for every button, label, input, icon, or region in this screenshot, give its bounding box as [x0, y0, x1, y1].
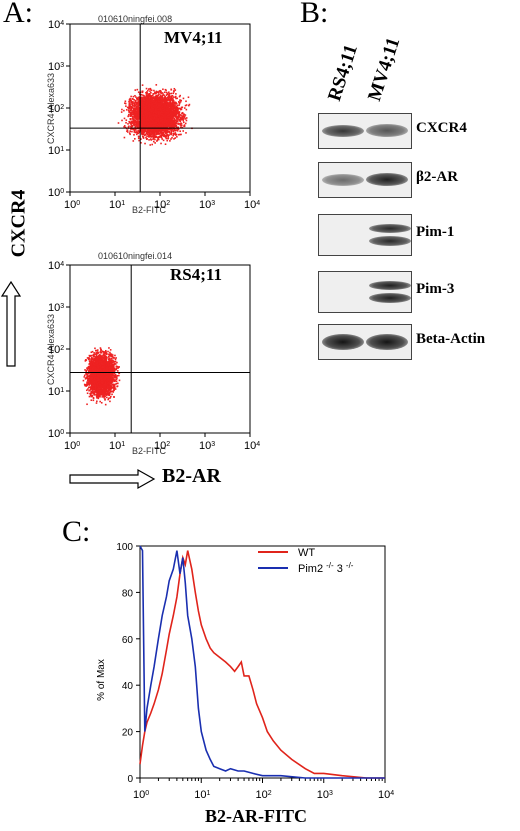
blot-label: β2-AR: [416, 169, 459, 185]
x-tick-label: 103: [317, 789, 333, 801]
band-mv4-11-lower: [369, 236, 411, 246]
x-tick-label: 101: [109, 199, 125, 211]
x-axis-label: B2-AR-FITC: [205, 806, 307, 826]
y-tick-label: 102: [48, 344, 64, 356]
panel-c-letter: C:: [62, 515, 91, 548]
scatter-y-label: CXCR4-Alexa633: [46, 73, 56, 144]
x-tick-label: 102: [154, 199, 170, 211]
x-tick-label: 101: [194, 789, 210, 801]
scatter-x-label: B2-FITC: [132, 446, 167, 455]
y-tick-label: 102: [48, 103, 64, 115]
blot-label: CXCR4: [416, 120, 467, 136]
panel-a-letter: A:: [3, 0, 33, 29]
y-tick-label: 101: [48, 145, 64, 157]
y-tick-label: 40: [122, 681, 134, 692]
blot-beta-actin: [318, 324, 412, 360]
sample-label-rs4-11: RS4;11: [170, 265, 222, 284]
x-tick-label: 103: [199, 199, 215, 211]
lane-label-rs4-11: RS4;11: [324, 41, 362, 104]
blot-label: Pim-3: [416, 281, 455, 297]
x-tick-label: 103: [199, 440, 215, 452]
y-tick-label: 104: [48, 260, 64, 272]
y-tick-label: 0: [127, 774, 133, 785]
band-mv4-11: [366, 124, 408, 137]
scatter-dots: [117, 84, 193, 146]
y-tick-label: 100: [116, 542, 133, 553]
series-wt-line: [139, 550, 385, 779]
panel-b-letter: B:: [300, 0, 329, 29]
band-mv4-11-upper: [369, 281, 411, 290]
blot-pim-1: [318, 214, 412, 256]
band-rs4-11: [322, 334, 364, 350]
scatter-file-label: 010610ningfei.008: [98, 14, 172, 24]
plot-frame: [69, 264, 251, 434]
band-mv4-11: [366, 173, 408, 186]
histogram-chart: % of Max WT Pim2 -/- 3 -/- 0 20 40 60 80 100 1…: [96, 542, 394, 801]
plot-frame: [139, 545, 386, 779]
y-tick-label: 100: [48, 187, 64, 199]
scatter-file-label: 010610ningfei.014: [98, 251, 172, 261]
scatter-y-label: CXCR4-Alexa633: [46, 314, 56, 385]
x-tick-label: 100: [64, 199, 80, 211]
x-tick-label: 101: [109, 440, 125, 452]
x-tick-label: 100: [133, 789, 149, 801]
b2-ar-axis-label: B2-AR: [162, 465, 221, 487]
lane-label-mv4-11: MV4;11: [364, 34, 405, 104]
cxcr4-axis-label: CXCR4: [7, 189, 30, 258]
blot-label: Pim-1: [416, 224, 455, 240]
blot-cxcr4: [318, 113, 412, 149]
blot-pim-3: [318, 271, 412, 313]
band-rs4-11: [322, 125, 364, 137]
y-tick-label: 80: [122, 588, 134, 599]
y-tick-label: 20: [122, 728, 134, 739]
up-arrow-icon: [0, 280, 22, 367]
x-tick-label: 102: [256, 789, 272, 801]
scatter-plot-rs4-11: 010610ningfei.014 CXCR4-Alexa633 B2-FITC…: [46, 251, 260, 455]
x-tick-label: 100: [64, 440, 80, 452]
scatter-x-label: B2-FITC: [132, 205, 167, 214]
legend-wt-label: WT: [298, 547, 315, 559]
y-tick-label: 60: [122, 635, 134, 646]
x-tick-label: 102: [154, 440, 170, 452]
scatter-dots: [82, 347, 121, 406]
y-tick-label: 101: [48, 386, 64, 398]
series-pim-line: [139, 545, 385, 779]
y-axis-label: % of Max: [96, 659, 107, 701]
y-tick-label: 104: [48, 19, 64, 31]
blot-label: Beta-Actin: [416, 331, 486, 347]
band-mv4-11-upper: [369, 224, 411, 233]
y-tick-label: 103: [48, 61, 64, 73]
legend-pim-label: Pim2 -/- 3 -/-: [298, 561, 354, 576]
blot--2-ar: [318, 162, 412, 198]
band-mv4-11: [366, 334, 408, 350]
x-tick-label: 104: [244, 199, 260, 211]
y-tick-label: 103: [48, 302, 64, 314]
x-tick-label: 104: [244, 440, 260, 452]
right-arrow-icon: [69, 468, 156, 490]
scatter-plot-mv4-11: 010610ningfei.008 CXCR4-Alexa633 B2-FITC…: [46, 14, 260, 214]
band-mv4-11-lower: [369, 293, 411, 303]
x-tick-label: 104: [378, 789, 394, 801]
y-tick-label: 100: [48, 428, 64, 440]
band-rs4-11: [322, 174, 364, 186]
sample-label-mv4-11: MV4;11: [164, 28, 223, 47]
